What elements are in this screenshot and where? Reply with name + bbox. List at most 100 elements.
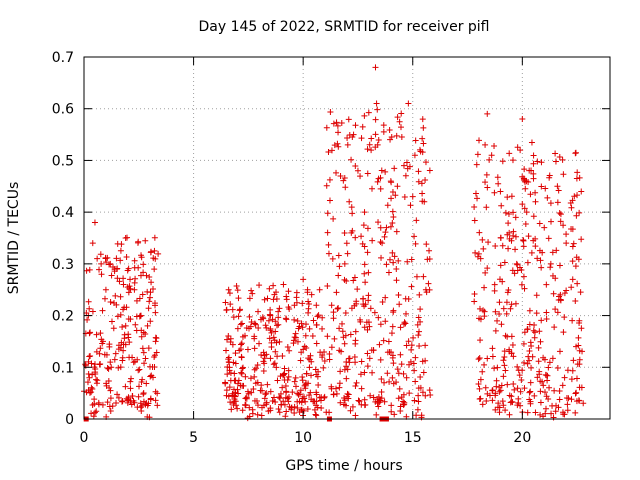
data-point: [352, 359, 359, 366]
data-point: [234, 325, 241, 332]
data-point: [154, 402, 161, 409]
data-point: [381, 233, 388, 240]
data-point: [222, 379, 229, 386]
data-point: [243, 394, 250, 401]
data-point: [107, 260, 114, 267]
data-point: [311, 398, 318, 405]
data-point: [267, 407, 274, 414]
data-point: [368, 135, 375, 142]
data-point: [388, 133, 395, 140]
data-point: [378, 254, 385, 261]
data-point: [420, 369, 427, 376]
data-point: [115, 394, 122, 401]
data-point: [313, 302, 320, 309]
data-point: [146, 273, 153, 280]
data-point: [283, 388, 290, 395]
data-point: [131, 358, 138, 365]
data-point: [497, 262, 504, 269]
data-point: [140, 269, 147, 276]
data-point: [116, 278, 123, 285]
data-point: [125, 331, 132, 338]
y-tick-label: 0.2: [52, 309, 74, 325]
data-point: [393, 379, 400, 386]
data-point: [415, 168, 422, 175]
data-point: [234, 287, 241, 294]
data-point: [544, 194, 551, 201]
data-point: [232, 398, 239, 405]
data-point: [127, 276, 134, 283]
data-point: [415, 385, 422, 392]
data-point: [502, 332, 509, 339]
data-point: [344, 250, 351, 257]
data-point: [326, 356, 333, 363]
data-point: [367, 305, 374, 312]
data-point: [572, 409, 579, 416]
data-point: [298, 349, 305, 356]
data-point: [491, 143, 498, 150]
x-tick-label: 10: [294, 430, 312, 446]
data-point: [85, 298, 92, 305]
data-point: [573, 389, 580, 396]
data-point: [266, 285, 273, 292]
data-point: [378, 167, 385, 174]
data-point: [251, 333, 258, 340]
data-point: [534, 255, 541, 262]
data-point: [419, 116, 426, 123]
data-point: [560, 222, 567, 229]
data-point: [499, 242, 506, 249]
data-point: [408, 256, 415, 263]
data-point: [497, 188, 504, 195]
data-point: [248, 287, 255, 294]
data-point: [568, 396, 575, 403]
data-point: [361, 261, 368, 268]
y-tick-label: 0.4: [52, 205, 74, 221]
data-point: [336, 263, 343, 270]
data-point: [564, 401, 571, 408]
data-point: [283, 293, 290, 300]
data-point: [325, 250, 332, 257]
data-point: [238, 340, 245, 347]
data-point: [401, 319, 408, 326]
data-point: [333, 119, 340, 126]
data-point: [131, 257, 138, 264]
data-point: [313, 321, 320, 328]
data-point: [122, 322, 129, 329]
data-point: [281, 370, 288, 377]
data-point: [517, 402, 524, 409]
data-point: [361, 209, 368, 216]
data-point: [255, 308, 262, 315]
data-point: [286, 305, 293, 312]
data-point: [519, 116, 526, 123]
data-point: [556, 209, 563, 216]
data-point: [275, 308, 282, 315]
data-point: [395, 395, 402, 402]
data-point: [337, 172, 344, 179]
data-point: [520, 243, 527, 250]
data-point: [498, 382, 505, 389]
data-point: [485, 239, 492, 246]
data-point: [547, 260, 554, 267]
data-point: [380, 337, 387, 344]
data-point: [328, 383, 335, 390]
data-point: [252, 321, 259, 328]
data-point: [475, 380, 482, 387]
data-point: [236, 347, 243, 354]
data-point: [395, 291, 402, 298]
data-point: [537, 388, 544, 395]
data-point: [244, 346, 251, 353]
data-point: [422, 342, 429, 349]
data-point: [541, 389, 548, 396]
data-point: [143, 380, 150, 387]
data-point: [394, 183, 401, 190]
data-point: [502, 407, 509, 414]
data-point: [387, 223, 394, 230]
data-point: [344, 134, 351, 141]
data-point: [283, 316, 290, 323]
data-point: [140, 261, 147, 268]
data-point: [222, 299, 229, 306]
data-point: [237, 321, 244, 328]
data-point: [413, 217, 420, 224]
data-point: [407, 358, 414, 365]
data-point: [419, 198, 426, 205]
data-point: [549, 272, 556, 279]
